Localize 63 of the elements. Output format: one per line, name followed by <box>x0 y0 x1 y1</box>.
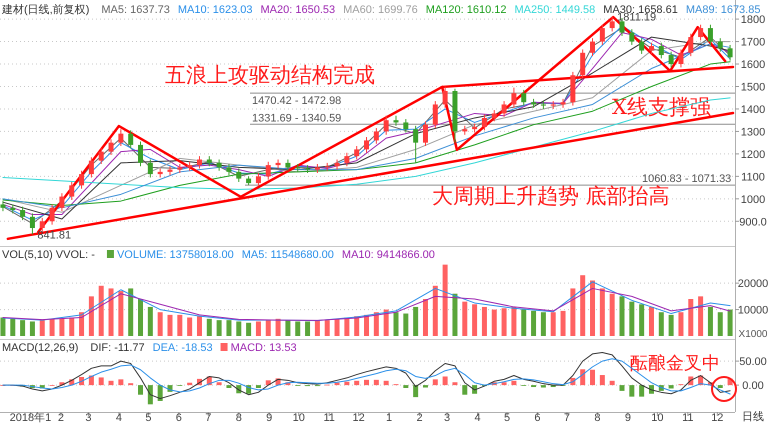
x-tick-label: 3 <box>85 412 92 424</box>
ref-line-label: 1470.42 - 1472.98 <box>252 95 342 108</box>
y-tick-label: 1300 <box>740 126 766 138</box>
x-tick-label: 1 <box>386 412 392 424</box>
x-tick-label: 2018年1 <box>10 412 52 424</box>
y-tick-label: 900.0 <box>739 216 767 228</box>
x-tick-label: 10 <box>651 412 664 424</box>
chart-title: 建材(日线,前复权) <box>1 3 90 16</box>
x-tick-label: 9 <box>266 412 272 424</box>
y-tick-label: 1400 <box>740 104 766 116</box>
y-tick-label: 1000 <box>740 194 766 206</box>
text: MA60: 1699.76 <box>343 4 418 16</box>
x-tick-label: 4 <box>116 412 122 424</box>
x-tick-label: 5 <box>145 412 152 424</box>
x-tick-label: 7 <box>205 412 212 424</box>
x-tick-label: 8 <box>236 412 242 424</box>
text: 日线 <box>742 410 764 423</box>
y-tick-label: 1500 <box>740 81 766 94</box>
text: MA10: 1623.03 <box>178 4 253 16</box>
x-tick-label: 9 <box>624 412 631 424</box>
y-tick-label: 0.00 <box>742 380 764 392</box>
chart-title: VOL(5,10) VVOL: - <box>2 249 96 261</box>
x-tick-label: 6 <box>534 412 541 424</box>
y-axis-title: X1000 <box>738 329 768 340</box>
x-tick-label: 5 <box>504 412 510 424</box>
annotation: 酝酿金叉中 <box>630 353 720 374</box>
ref-line-label: 1331.69 - 1340.59 <box>252 112 342 124</box>
x-tick-label: 10 <box>292 412 305 424</box>
annotation: 五浪上攻驱动结构完成 <box>165 63 375 87</box>
annotation: 841.81 <box>37 229 72 242</box>
y-tick-label: 10000 <box>738 304 768 317</box>
text: MA5: 11548680.00 <box>242 249 334 261</box>
x-tick-label: 2 <box>416 412 423 424</box>
series-label: DIF: -11.77 <box>90 342 145 354</box>
annotation: 大周期上升趋势 底部抬高 <box>432 184 670 208</box>
text: MA120: 1610.12 <box>426 4 506 16</box>
x-tick-label: 11 <box>682 412 694 424</box>
x-tick-label: 8 <box>594 412 600 424</box>
x-tick-label: 11 <box>323 412 335 424</box>
x-tick-label: 6 <box>176 412 182 424</box>
x-tick-label: 4 <box>474 412 481 424</box>
y-tick-label: 1700 <box>740 36 766 49</box>
x-tick-label: 2 <box>58 412 64 424</box>
y-tick-label: 1200 <box>740 148 766 161</box>
text: MA10: 9414866.00 <box>342 249 435 261</box>
text: MA250: 1449.58 <box>514 4 596 16</box>
y-tick-label: 1800 <box>740 14 766 26</box>
text: MA89: 1673.85 <box>686 4 760 16</box>
y-tick-label: 1100 <box>741 171 765 184</box>
legend-label: VOLUME: 13758018.00 <box>116 249 234 261</box>
x-tick-label: 3 <box>444 412 450 424</box>
legend-label: MACD: 13.53 <box>230 342 297 354</box>
y-tick-label: 50.00 <box>739 356 767 368</box>
series-label: DEA: -18.53 <box>152 342 213 354</box>
ref-line-label: 1060.83 - 1071.33 <box>642 173 732 186</box>
x-tick-label: 7 <box>564 412 570 424</box>
text: MA5: 1637.73 <box>101 4 170 16</box>
y-tick-label: 20000 <box>738 278 768 290</box>
x-tick-label: 12 <box>352 412 365 424</box>
x-tick-label: 12 <box>711 412 724 424</box>
text: MA20: 1650.53 <box>260 4 336 16</box>
chart-title: MACD(12,26,9) <box>2 342 78 354</box>
y-tick-label: 1600 <box>740 59 766 72</box>
